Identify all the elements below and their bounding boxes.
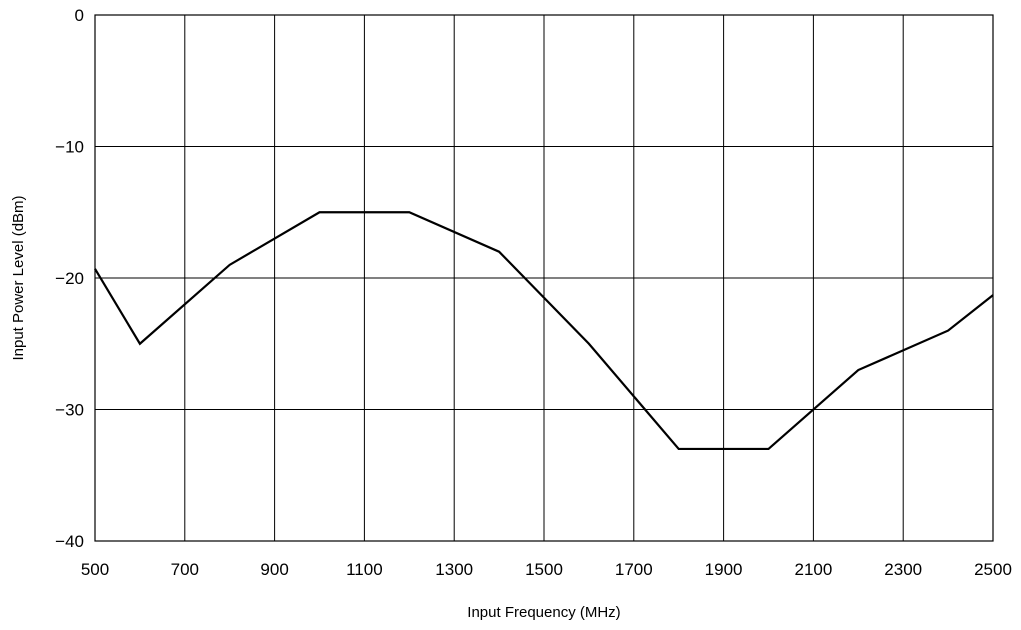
- y-tick-label: 0: [75, 6, 84, 25]
- x-tick-label: 1300: [435, 560, 473, 579]
- y-tick-label: −30: [55, 401, 84, 420]
- x-tick-label: 2500: [974, 560, 1012, 579]
- x-tick-label: 700: [171, 560, 199, 579]
- y-tick-labels: 0 −10 −20 −30 −40: [55, 6, 84, 551]
- x-tick-label: 1500: [525, 560, 563, 579]
- x-tick-label: 1700: [615, 560, 653, 579]
- x-tick-label: 2100: [794, 560, 832, 579]
- y-tick-label: −40: [55, 532, 84, 551]
- x-tick-labels: 500 700 900 1100 1300 1500 1700 1900 2100 2300 250…: [81, 560, 1012, 579]
- plot-frame: [94, 14, 994, 542]
- y-axis-title: Input Power Level (dBm): [10, 195, 27, 360]
- x-tick-label: 900: [260, 560, 288, 579]
- y-tick-label: −20: [55, 269, 84, 288]
- x-axis-title: Input Frequency (MHz): [467, 604, 620, 621]
- series-layer: [94, 211, 994, 451]
- x-tick-label: 1900: [705, 560, 743, 579]
- x-tick-label: 500: [81, 560, 109, 579]
- grid: [94, 14, 994, 542]
- y-tick-label: −10: [55, 138, 84, 157]
- series-line: [94, 211, 994, 451]
- x-tick-label: 1100: [346, 560, 383, 579]
- x-tick-label: 2300: [884, 560, 922, 579]
